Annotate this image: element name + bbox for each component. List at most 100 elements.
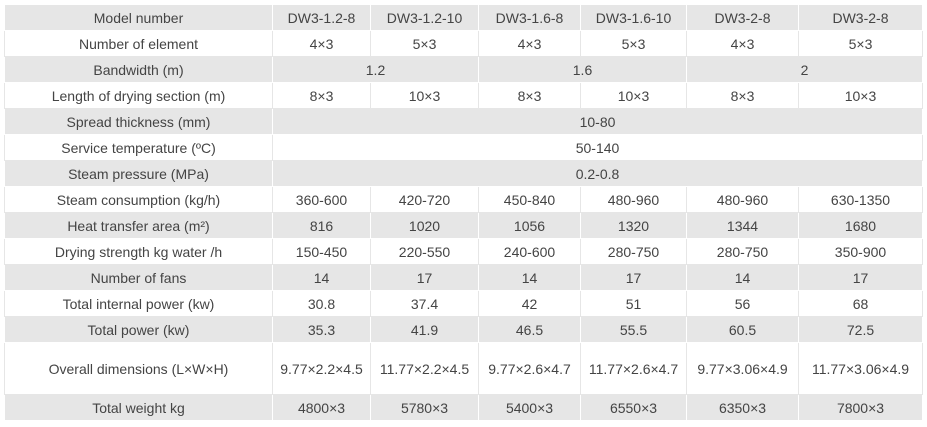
cell: 14 [478, 264, 581, 291]
cell: 10×3 [370, 82, 479, 109]
row-label: Number of element [4, 30, 273, 57]
cell: 14 [272, 264, 371, 291]
spec-row: Length of drying section (m) 8×3 10×3 8×3 10… [4, 82, 923, 109]
row-label: Length of drying section (m) [4, 82, 273, 109]
spec-row: Overall dimensions (L×W×H) 9.77×2.2×4.5 11… [4, 342, 923, 395]
cell: 9.77×2.6×4.7 [478, 342, 581, 395]
cell: 8×3 [686, 82, 799, 109]
spec-row: Total internal power (kw) 30.8 37.4 42 51 56 6… [4, 290, 923, 317]
cell: 0.2-0.8 [272, 160, 923, 187]
cell: 1056 [478, 212, 581, 239]
cell: 11.77×3.06×4.9 [798, 342, 923, 395]
cell: 17 [370, 264, 479, 291]
header-label: Model number [4, 4, 273, 31]
cell: 10×3 [580, 82, 687, 109]
model-name: DW3-1.2-10 [370, 4, 479, 31]
spec-row: Bandwidth (m) 1.2 1.6 2 [4, 56, 923, 83]
row-label: Total power (kw) [4, 316, 273, 343]
spec-row: Heat transfer area (m²) 816 1020 1056 1320 13… [4, 212, 923, 239]
cell: 30.8 [272, 290, 371, 317]
cell: 1.2 [272, 56, 479, 83]
model-name: DW3-1.6-8 [478, 4, 581, 31]
cell: 1320 [580, 212, 687, 239]
cell: 280-750 [580, 238, 687, 265]
spec-table: Model number DW3-1.2-8 DW3-1.2-10 DW3-1.6-8… [4, 4, 923, 421]
cell: 50-140 [272, 134, 923, 161]
cell: 360-600 [272, 186, 371, 213]
row-label: Heat transfer area (m²) [4, 212, 273, 239]
cell: 60.5 [686, 316, 799, 343]
cell: 220-550 [370, 238, 479, 265]
row-label: Number of fans [4, 264, 273, 291]
row-label: Spread thickness (mm) [4, 108, 273, 135]
cell: 17 [798, 264, 923, 291]
spec-row: Number of element 4×3 5×3 4×3 5×3 4×3 5×3 [4, 30, 923, 57]
cell: 6550×3 [580, 394, 687, 421]
cell: 56 [686, 290, 799, 317]
cell: 1020 [370, 212, 479, 239]
model-name: DW3-2-8 [798, 4, 923, 31]
row-label: Total weight kg [4, 394, 273, 421]
cell: 55.5 [580, 316, 687, 343]
cell: 8×3 [272, 82, 371, 109]
row-label: Drying strength kg water /h [4, 238, 273, 265]
model-name: DW3-2-8 [686, 4, 799, 31]
cell: 350-900 [798, 238, 923, 265]
cell: 450-840 [478, 186, 581, 213]
cell: 4×3 [686, 30, 799, 57]
cell: 5×3 [580, 30, 687, 57]
cell: 51 [580, 290, 687, 317]
row-label: Bandwidth (m) [4, 56, 273, 83]
cell: 46.5 [478, 316, 581, 343]
row-label: Overall dimensions (L×W×H) [4, 342, 273, 395]
cell: 8×3 [478, 82, 581, 109]
cell: 1344 [686, 212, 799, 239]
cell: 35.3 [272, 316, 371, 343]
row-label: Steam consumption (kg/h) [4, 186, 273, 213]
cell: 4800×3 [272, 394, 371, 421]
spec-row: Service temperature (ºC) 50-140 [4, 134, 923, 161]
row-label: Total internal power (kw) [4, 290, 273, 317]
model-name: DW3-1.2-8 [272, 4, 371, 31]
cell: 5400×3 [478, 394, 581, 421]
cell: 37.4 [370, 290, 479, 317]
row-label: Service temperature (ºC) [4, 134, 273, 161]
spec-row: Drying strength kg water /h 150-450 220-55… [4, 238, 923, 265]
spec-row: Number of fans 14 17 14 17 14 17 [4, 264, 923, 291]
cell: 41.9 [370, 316, 479, 343]
cell: 5×3 [798, 30, 923, 57]
cell: 5×3 [370, 30, 479, 57]
cell: 280-750 [686, 238, 799, 265]
cell: 4×3 [272, 30, 371, 57]
cell: 2 [686, 56, 923, 83]
spec-row: Total weight kg 4800×3 5780×3 5400×3 6550×3 6… [4, 394, 923, 421]
cell: 150-450 [272, 238, 371, 265]
cell: 11.77×2.2×4.5 [370, 342, 479, 395]
cell: 10×3 [798, 82, 923, 109]
spec-row: Spread thickness (mm) 10-80 [4, 108, 923, 135]
cell: 68 [798, 290, 923, 317]
spec-row: Total power (kw) 35.3 41.9 46.5 55.5 60.5 72.5 [4, 316, 923, 343]
spec-row: Steam consumption (kg/h) 360-600 420-720 45… [4, 186, 923, 213]
cell: 480-960 [686, 186, 799, 213]
cell: 816 [272, 212, 371, 239]
cell: 4×3 [478, 30, 581, 57]
spec-row: Steam pressure (MPa) 0.2-0.8 [4, 160, 923, 187]
model-name: DW3-1.6-10 [580, 4, 687, 31]
cell: 1.6 [478, 56, 687, 83]
cell: 420-720 [370, 186, 479, 213]
cell: 6350×3 [686, 394, 799, 421]
cell: 72.5 [798, 316, 923, 343]
cell: 9.77×2.2×4.5 [272, 342, 371, 395]
cell: 11.77×2.6×4.7 [580, 342, 687, 395]
row-label: Steam pressure (MPa) [4, 160, 273, 187]
cell: 7800×3 [798, 394, 923, 421]
cell: 5780×3 [370, 394, 479, 421]
cell: 240-600 [478, 238, 581, 265]
cell: 480-960 [580, 186, 687, 213]
cell: 10-80 [272, 108, 923, 135]
cell: 14 [686, 264, 799, 291]
cell: 1680 [798, 212, 923, 239]
cell: 42 [478, 290, 581, 317]
